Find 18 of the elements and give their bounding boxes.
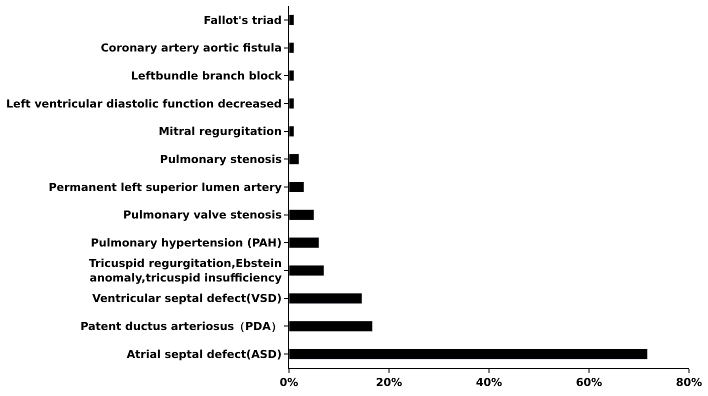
y-tick-label: Patent ductus arteriosus（PDA）: [80, 320, 282, 334]
x-tick-label: 80%: [676, 376, 702, 390]
x-tick-label: 60%: [576, 376, 602, 390]
x-tick-label: 40%: [476, 376, 502, 390]
y-tick-label: Pulmonary valve stenosis: [123, 208, 282, 222]
y-tick-label: Coronary artery aortic fistula: [100, 42, 282, 55]
y-tick-label: Pulmonary stenosis: [160, 153, 282, 166]
y-tick-label: Mitral regurgitation: [158, 125, 282, 138]
y-tick-label: Leftbundle branch block: [131, 69, 282, 82]
y-tick-label: Atrial septal defect(ASD): [126, 348, 282, 361]
y-tick-label: Pulmonary hypertension (PAH): [90, 236, 282, 250]
x-tick-label: 20%: [376, 376, 402, 390]
y-tick-label: Ventricular septal defect(VSD): [92, 292, 282, 306]
y-tick-label: Tricuspid regurgitation,Ebstein anomaly,tricuspid insufficiency: [88, 257, 282, 285]
y-tick-label: Permanent left superior lumen artery: [48, 180, 282, 194]
y-tick-label: Fallot's triad: [204, 14, 282, 27]
x-tick-label: 0%: [280, 376, 298, 390]
y-tick-label: Left ventricular diastolic function decreased: [6, 97, 282, 110]
